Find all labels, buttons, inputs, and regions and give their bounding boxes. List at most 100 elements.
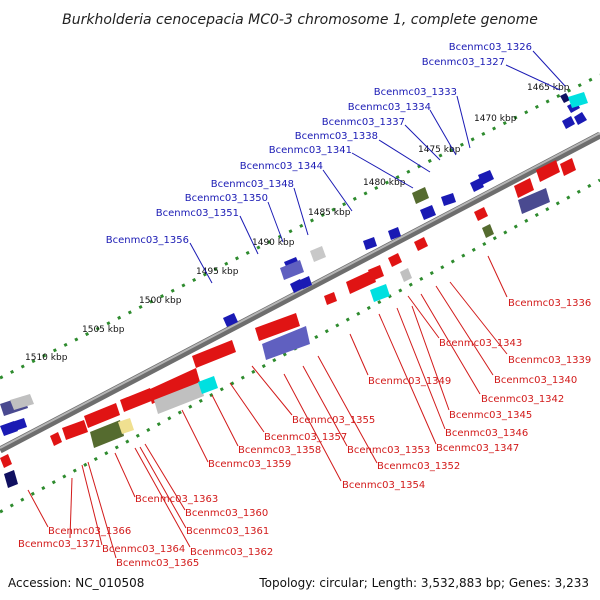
gene-arrow[interactable] [414,237,428,251]
gene-arrow[interactable] [474,207,488,221]
gene-label[interactable]: Bcenmc03_1344 [240,161,323,172]
gene-arrow[interactable] [10,394,34,410]
gene-arrow[interactable] [198,376,218,394]
gene-label[interactable]: Bcenmc03_1361 [186,526,269,537]
gene-label[interactable]: Bcenmc03_1353 [347,445,430,456]
forward-gene-label-texts: Bcenmc03_1326 Bcenmc03_1327 Bcenmc03_133… [106,42,532,246]
gene-arrow[interactable] [568,92,588,108]
gene-label[interactable]: Bcenmc03_1342 [481,394,564,405]
gene-label[interactable]: Bcenmc03_1351 [156,208,239,219]
gene-label[interactable]: Bcenmc03_1336 [508,298,591,309]
gene-arrow[interactable] [300,276,312,289]
gene-arrow[interactable] [223,313,238,327]
gene-arrow[interactable] [262,326,310,360]
gene-arrow[interactable] [400,268,412,282]
gene-arrow[interactable] [514,178,534,198]
gene-label[interactable]: Bcenmc03_1364 [102,544,185,555]
gene-label[interactable]: Bcenmc03_1327 [422,57,505,68]
gene-arrow[interactable] [478,170,494,185]
gene-arrow[interactable] [560,158,576,176]
gene-label[interactable]: Bcenmc03_1340 [494,375,577,386]
label-leader [456,95,471,149]
gene-label[interactable]: Bcenmc03_1355 [292,415,375,426]
gene-arrow[interactable] [4,470,18,488]
label-leader [283,373,342,482]
gene-label[interactable]: Bcenmc03_1341 [269,145,352,156]
gene-arrow[interactable] [192,340,236,368]
gene-arrow[interactable] [148,368,200,404]
kbp-label: 1465 kbp [527,83,570,93]
gene-arrow[interactable] [290,279,304,293]
gene-arrow[interactable] [388,253,402,267]
gene-label[interactable]: Bcenmc03_1343 [439,338,522,349]
label-leader [302,365,348,447]
gene-arrow[interactable] [574,112,587,125]
label-leader [378,313,437,445]
gene-label[interactable]: Bcenmc03_1356 [106,235,189,246]
gene-arrow[interactable] [388,227,401,240]
label-leader [267,201,284,243]
gene-arrow[interactable] [62,420,88,440]
gene-arrow[interactable] [84,403,120,428]
gene-arrow[interactable] [90,420,124,448]
gene-arrow[interactable] [370,284,390,302]
gene-arrow[interactable] [470,178,484,192]
gene-arrow[interactable] [518,188,550,214]
gene-arrow[interactable] [482,224,494,238]
gene-arrow[interactable] [12,418,27,431]
gene-arrow[interactable] [441,193,456,206]
gene-arrow[interactable] [368,265,384,281]
gene-label[interactable]: Bcenmc03_1347 [436,443,519,454]
label-leader [429,109,457,156]
gene-label[interactable]: Bcenmc03_1349 [368,376,451,387]
gene-label[interactable]: Bcenmc03_1346 [445,428,528,439]
gene-label[interactable]: Bcenmc03_1354 [342,480,425,491]
kbp-label: 1470 kbp [474,114,517,124]
gene-arrow[interactable] [412,187,429,204]
reverse-strand-genes [0,158,576,488]
label-leader [211,394,239,447]
gene-label[interactable]: Bcenmc03_1350 [185,193,268,204]
gene-label[interactable]: Bcenmc03_1365 [116,558,199,569]
label-leader [396,307,446,430]
gene-arrow[interactable] [363,237,377,250]
gene-arrow[interactable] [560,93,570,103]
gene-arrow[interactable] [324,292,337,305]
gene-arrow[interactable] [0,454,12,468]
label-leader [351,152,414,189]
gene-label[interactable]: Bcenmc03_1338 [295,131,378,142]
label-leader [322,169,353,212]
gene-label[interactable]: Bcenmc03_1362 [190,547,273,558]
gene-arrow[interactable] [280,260,304,280]
label-leader [378,139,431,173]
gene-arrow[interactable] [50,432,62,446]
label-leader [407,295,440,339]
gene-arrow[interactable] [420,205,436,220]
label-leader [139,446,187,529]
gene-label[interactable]: Bcenmc03_1337 [322,117,405,128]
gene-arrow[interactable] [255,313,300,341]
gene-arrow[interactable] [120,388,154,412]
gene-arrow[interactable] [562,116,575,129]
gene-arrow[interactable] [118,418,134,434]
gene-label[interactable]: Bcenmc03_1357 [264,432,347,443]
gene-label[interactable]: Bcenmc03_1360 [185,508,268,519]
gene-arrow[interactable] [310,246,326,262]
gene-label[interactable]: Bcenmc03_1352 [377,461,460,472]
gene-label[interactable]: Bcenmc03_1363 [135,494,218,505]
gene-label[interactable]: Bcenmc03_1371 [18,539,101,550]
gene-label[interactable]: Bcenmc03_1339 [508,355,591,366]
gene-arrow[interactable] [346,270,376,294]
label-leader [449,281,508,355]
gene-label[interactable]: Bcenmc03_1333 [374,87,457,98]
gene-arrow[interactable] [536,160,560,182]
label-leader [532,50,566,87]
gene-label[interactable]: Bcenmc03_1334 [348,102,431,113]
gene-label[interactable]: Bcenmc03_1358 [238,445,321,456]
gene-label[interactable]: Bcenmc03_1348 [211,179,294,190]
gene-label[interactable]: Bcenmc03_1345 [449,410,532,421]
gene-label[interactable]: Bcenmc03_1359 [208,459,291,470]
gene-label[interactable]: Bcenmc03_1326 [449,42,532,53]
gene-label[interactable]: Bcenmc03_1366 [48,526,131,537]
gene-arrow[interactable] [154,382,204,414]
